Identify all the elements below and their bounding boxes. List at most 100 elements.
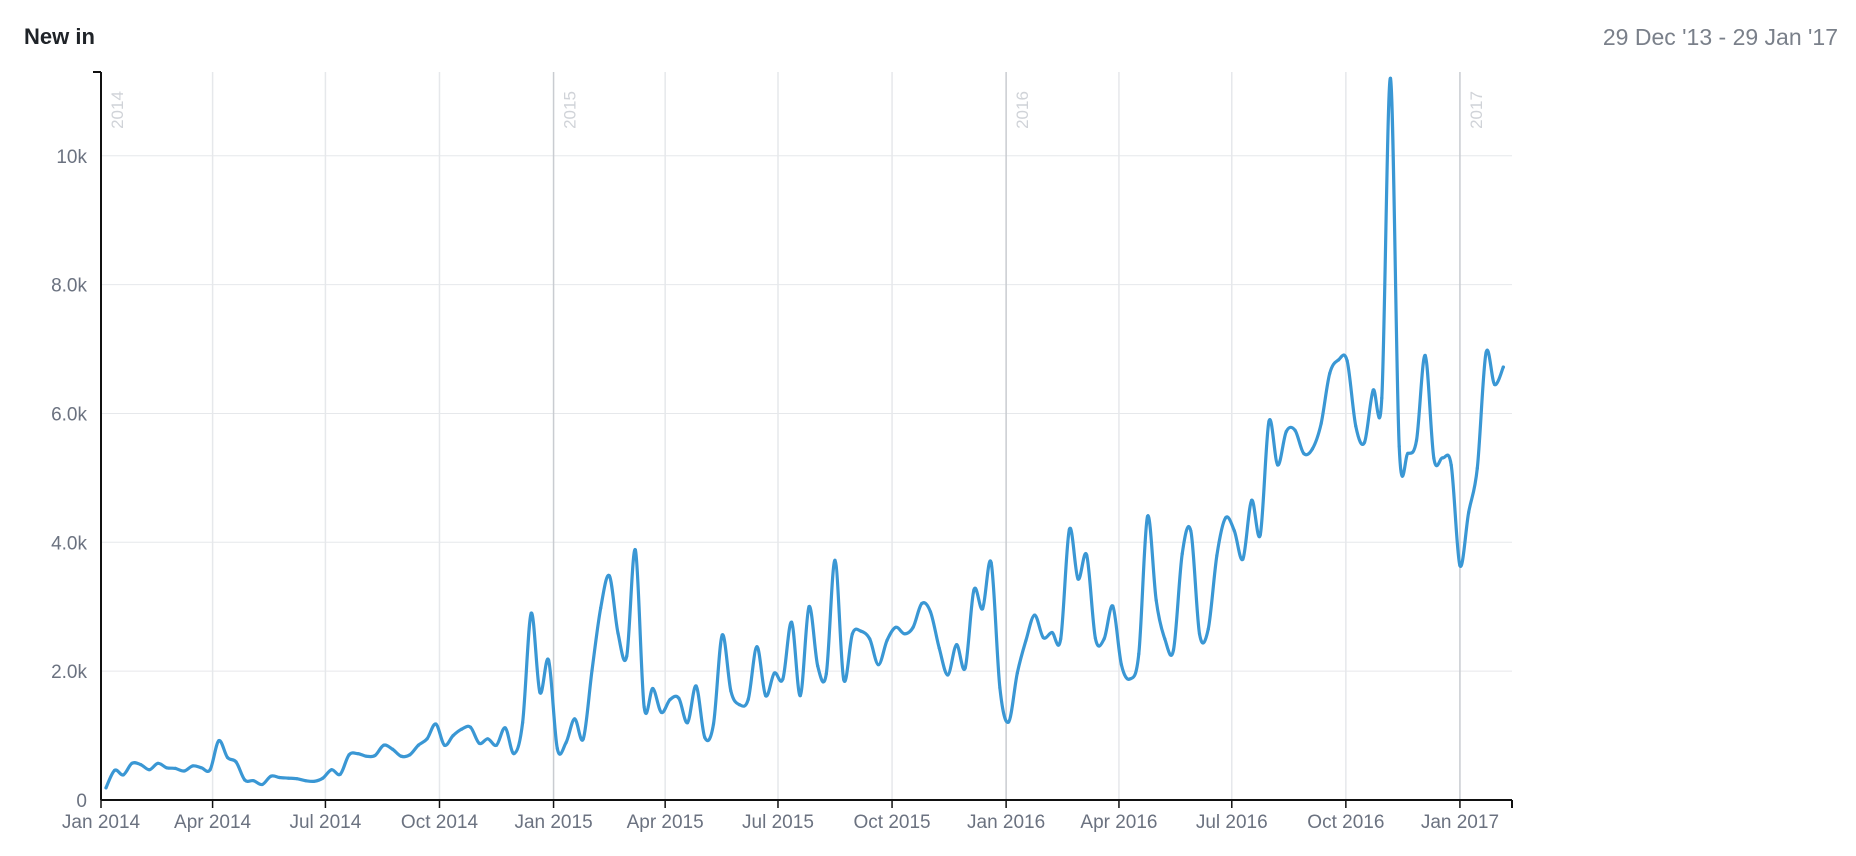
data-point xyxy=(1224,516,1228,520)
data-point xyxy=(599,606,603,610)
data-point xyxy=(920,601,924,606)
data-point xyxy=(1397,444,1401,448)
data-point xyxy=(1467,511,1471,515)
data-point xyxy=(217,739,221,743)
data-point xyxy=(1302,451,1306,455)
data-point xyxy=(373,753,377,758)
data-point xyxy=(1484,351,1488,355)
x-tick-label: Jul 2014 xyxy=(289,812,361,833)
data-point xyxy=(338,772,342,776)
data-point xyxy=(1493,382,1497,387)
data-point xyxy=(1232,529,1236,533)
data-point xyxy=(1328,371,1332,376)
data-point xyxy=(755,645,759,649)
data-point xyxy=(625,654,629,658)
data-point xyxy=(729,689,733,693)
data-point xyxy=(1310,447,1314,451)
data-point xyxy=(573,717,577,721)
data-point xyxy=(1111,604,1115,608)
series-layer xyxy=(104,76,1505,790)
x-tick-label: Jan 2014 xyxy=(62,812,141,833)
data-point xyxy=(590,668,594,673)
data-point xyxy=(1345,359,1349,363)
data-point xyxy=(434,722,438,726)
data-point xyxy=(1371,388,1375,392)
data-point xyxy=(286,776,290,780)
data-point xyxy=(225,755,230,760)
data-point xyxy=(1475,466,1479,470)
data-point xyxy=(1441,456,1445,460)
y-tick-label: 2.0k xyxy=(51,662,87,683)
data-point xyxy=(633,548,638,552)
data-point xyxy=(1041,636,1045,640)
data-point xyxy=(1050,630,1054,635)
data-point xyxy=(1406,451,1410,455)
data-point xyxy=(243,778,247,782)
data-point xyxy=(1189,529,1193,533)
x-tick-label: Jan 2016 xyxy=(967,812,1045,833)
data-point xyxy=(512,752,516,756)
data-point xyxy=(824,672,828,676)
data-point xyxy=(277,775,282,780)
data-point xyxy=(1137,652,1141,656)
year-marker-label: 2016 xyxy=(1013,91,1032,129)
data-point xyxy=(1458,563,1462,568)
data-point xyxy=(1093,636,1097,640)
data-point xyxy=(399,754,403,758)
data-point xyxy=(165,766,169,770)
year-marker-label: 2014 xyxy=(108,91,127,129)
data-point xyxy=(121,773,125,777)
x-tick-label: Oct 2014 xyxy=(401,812,479,833)
data-point xyxy=(130,761,134,765)
x-tick-label: Apr 2015 xyxy=(627,812,704,833)
data-point xyxy=(113,768,117,773)
data-point xyxy=(1423,353,1427,358)
data-point xyxy=(894,625,898,629)
x-tick-label: Jul 2016 xyxy=(1196,812,1268,833)
data-point xyxy=(295,777,299,781)
data-point xyxy=(425,737,429,741)
data-point xyxy=(1432,456,1436,461)
data-point xyxy=(1145,514,1150,519)
data-point xyxy=(1380,396,1384,400)
data-point xyxy=(382,743,386,747)
year-markers: 2014 2015 2016 2017 xyxy=(100,72,1486,800)
y-tick-label: 6.0k xyxy=(51,404,87,425)
data-point xyxy=(981,607,985,611)
data-point xyxy=(1206,627,1210,631)
y-tick-label: 0 xyxy=(76,791,87,812)
axes: 0 2.0k 4.0k 6.0k 8.0k 10k Jan 2014 Apr 2014 Jul … xyxy=(51,71,1513,833)
data-point xyxy=(989,561,993,565)
data-point xyxy=(859,629,863,633)
x-tick-label: Apr 2014 xyxy=(174,812,252,833)
data-point xyxy=(451,734,455,738)
data-point xyxy=(946,673,950,677)
data-point xyxy=(1197,632,1202,636)
data-point xyxy=(104,786,108,790)
data-point xyxy=(694,684,698,688)
data-point xyxy=(868,637,872,641)
data-point xyxy=(1067,527,1071,532)
data-point xyxy=(547,658,551,662)
data-point xyxy=(408,753,412,757)
data-point xyxy=(1276,463,1280,467)
date-range-label[interactable]: 29 Dec '13 - 29 Jan '17 xyxy=(1602,24,1838,50)
data-point xyxy=(1250,498,1254,502)
data-point xyxy=(494,743,499,747)
data-point xyxy=(1171,648,1176,652)
data-point xyxy=(460,727,464,731)
data-point xyxy=(850,632,855,636)
data-point xyxy=(685,721,690,725)
data-point xyxy=(442,743,447,747)
data-point xyxy=(703,735,707,740)
data-point xyxy=(555,746,559,751)
data-point xyxy=(191,764,195,768)
data-point xyxy=(390,747,394,751)
data-point xyxy=(902,632,907,636)
y-tick-label: 4.0k xyxy=(51,533,87,554)
data-point xyxy=(972,588,976,592)
data-point xyxy=(1163,637,1167,641)
y-tick-label: 10k xyxy=(56,147,87,168)
data-point xyxy=(139,763,143,767)
data-point xyxy=(720,633,724,637)
